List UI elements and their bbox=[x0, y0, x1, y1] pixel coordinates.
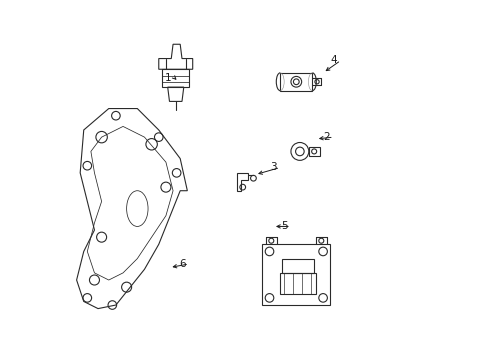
Bar bbox=[262, 244, 329, 305]
Text: 2: 2 bbox=[323, 132, 329, 142]
Text: 4: 4 bbox=[330, 55, 337, 65]
Text: 5: 5 bbox=[280, 221, 287, 231]
Text: 3: 3 bbox=[269, 162, 276, 172]
Text: 6: 6 bbox=[179, 259, 185, 269]
Text: 1: 1 bbox=[164, 73, 171, 83]
